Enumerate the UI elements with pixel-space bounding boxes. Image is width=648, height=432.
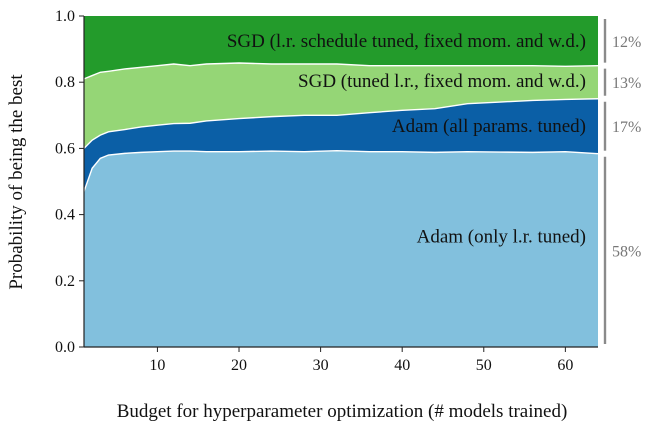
share-percent-label: 12% xyxy=(612,34,641,51)
x-tick-label: 10 xyxy=(149,357,165,374)
area-layer xyxy=(83,16,599,347)
share-percent-label: 13% xyxy=(612,75,641,92)
series-label-layer: Adam (only l.r. tuned) Adam (all params. … xyxy=(227,31,586,248)
axes-layer: 0.0 0.2 0.4 0.6 0.8 1.0 10 20 30 40 50 60 xyxy=(55,8,598,374)
share-percent-label: 17% xyxy=(612,119,641,136)
y-tick-label: 0.8 xyxy=(55,74,75,91)
band-boundary-2 xyxy=(83,62,599,80)
band-boundary-0 xyxy=(83,150,599,192)
y-tick-label: 1.0 xyxy=(55,8,75,25)
band-boundary-1 xyxy=(83,98,599,149)
area-band-1 xyxy=(84,98,598,192)
y-tick-label: 0.2 xyxy=(55,273,75,290)
series-label: Adam (only l.r. tuned) xyxy=(417,226,586,247)
x-tick-label: 40 xyxy=(394,357,410,374)
y-tick-label: 0.4 xyxy=(55,207,75,224)
area-band-2 xyxy=(84,63,598,149)
series-label: SGD (tuned l.r., fixed mom. and w.d.) xyxy=(298,71,586,92)
share-bracket-layer: 58% 17% 13% 12% xyxy=(603,19,641,344)
series-label: SGD (l.r. schedule tuned, fixed mom. and… xyxy=(227,31,586,52)
share-percent-label: 58% xyxy=(612,243,641,260)
x-tick-label: 20 xyxy=(231,357,247,374)
series-label: Adam (all params. tuned) xyxy=(392,116,586,137)
y-tick-label: 0.0 xyxy=(55,339,75,356)
y-tick-label: 0.6 xyxy=(55,140,75,157)
x-axis-title: Budget for hyperparameter optimization (… xyxy=(117,401,568,422)
area-band-0 xyxy=(84,150,598,347)
x-tick-label: 50 xyxy=(476,357,492,374)
x-tick-label: 30 xyxy=(313,357,329,374)
x-tick-label: 60 xyxy=(557,357,573,374)
y-axis-title: Probability of being the best xyxy=(6,74,27,290)
